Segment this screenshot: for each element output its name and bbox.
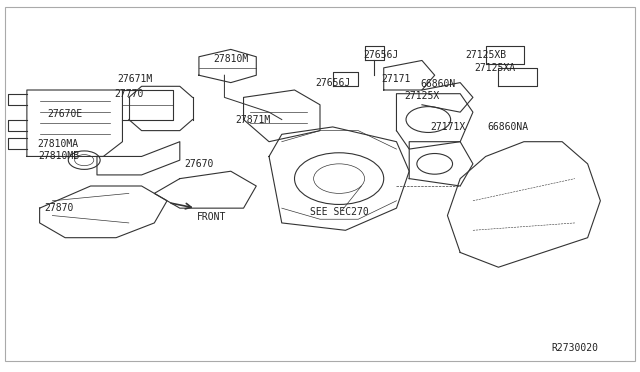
Text: 27670E: 27670E <box>47 109 83 119</box>
Text: 66860N: 66860N <box>420 80 456 89</box>
Text: 27871M: 27871M <box>236 115 271 125</box>
Text: 27810MA: 27810MA <box>37 138 78 148</box>
Text: 27870: 27870 <box>44 203 74 213</box>
Text: 27656J: 27656J <box>315 78 350 88</box>
Text: SEE SEC270: SEE SEC270 <box>310 207 369 217</box>
Text: 27810MB: 27810MB <box>38 151 79 161</box>
Text: 27656J: 27656J <box>363 50 398 60</box>
Text: 27810M: 27810M <box>213 54 248 64</box>
Text: 27670: 27670 <box>184 159 214 169</box>
Text: FRONT: FRONT <box>197 212 227 222</box>
Text: 27171X: 27171X <box>430 122 465 132</box>
Text: 27125XB: 27125XB <box>465 50 506 60</box>
Text: 66860NA: 66860NA <box>488 122 529 132</box>
Text: 27671M: 27671M <box>118 74 153 84</box>
Text: 27171: 27171 <box>382 74 411 84</box>
Text: 27125X: 27125X <box>404 90 440 100</box>
Text: 27125XA: 27125XA <box>475 63 516 73</box>
Text: 27770: 27770 <box>114 89 143 99</box>
Text: R2730020: R2730020 <box>552 343 598 353</box>
